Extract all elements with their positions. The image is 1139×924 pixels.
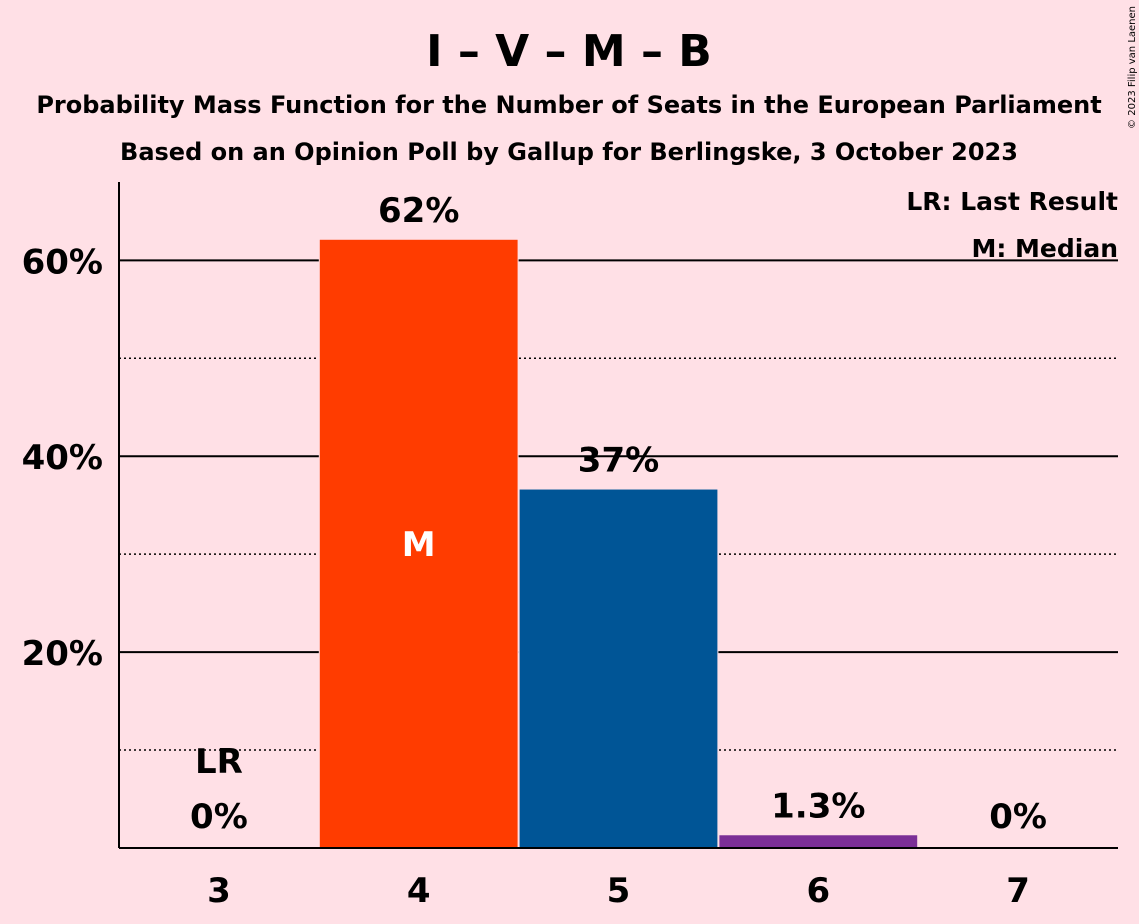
y-tick-label-1: 40% — [22, 438, 103, 478]
chart-subtitle-line-2: Based on an Opinion Poll by Gallup for B… — [120, 138, 1018, 166]
y-tick-label-0: 20% — [22, 634, 103, 674]
chart-title: I – V – M – B — [426, 26, 712, 77]
x-tick-label-3: 3 — [207, 871, 231, 911]
chart-subtitle-line-1: Probability Mass Function for the Number… — [36, 91, 1101, 119]
legend-median: M: Median — [971, 234, 1118, 263]
y-tick-label-2: 60% — [22, 242, 103, 282]
x-tick-label-4: 4 — [407, 871, 431, 911]
x-tick-label-7: 7 — [1006, 871, 1030, 911]
last-result-marker: LR — [195, 742, 243, 782]
value-label-4: 62% — [378, 191, 459, 231]
value-label-3: 0% — [190, 797, 248, 837]
copyright-notice: © 2023 Filip van Laenen — [1127, 6, 1138, 129]
bar-6 — [719, 835, 918, 848]
bars-layer — [318, 237, 919, 849]
median-marker: M — [402, 525, 436, 565]
x-tick-label-5: 5 — [607, 871, 631, 911]
legend-last-result: LR: Last Result — [906, 187, 1118, 216]
grid-layer — [119, 259, 1118, 751]
bar-4 — [319, 239, 518, 849]
bar-5 — [519, 489, 718, 848]
x-tick-label-6: 6 — [806, 871, 830, 911]
value-label-7: 0% — [989, 797, 1047, 837]
value-label-5: 37% — [578, 441, 659, 481]
value-label-6: 1.3% — [771, 786, 865, 826]
